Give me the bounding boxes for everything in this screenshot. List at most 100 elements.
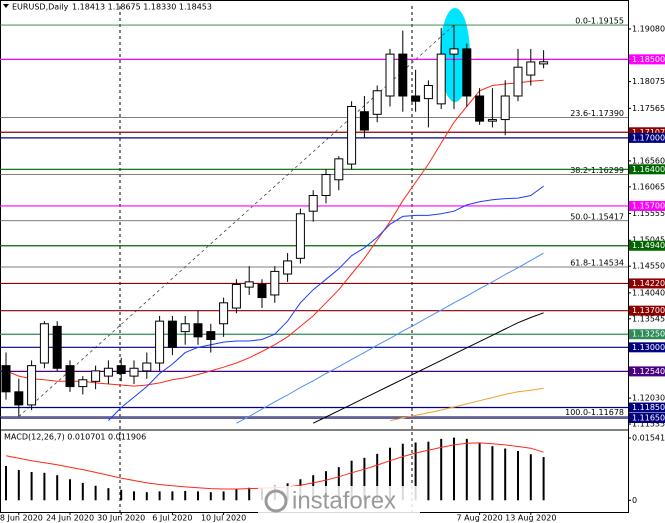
candle-body	[475, 95, 485, 122]
y-tick-label: 1.17565	[632, 104, 665, 113]
level-box	[629, 366, 665, 377]
candle-body	[334, 158, 344, 181]
level-label: 1.14220	[632, 279, 665, 288]
level-label: 1.11850	[632, 403, 665, 412]
candle-body	[167, 320, 177, 348]
macd-bar	[491, 446, 494, 501]
macd-bar	[453, 437, 455, 501]
level-box	[629, 164, 665, 175]
y-tick-label: 1.14550	[632, 262, 665, 271]
candle-body	[347, 105, 357, 165]
candle-body	[257, 283, 267, 299]
fibo-label: 50.0-1.15417	[570, 212, 624, 221]
macd-bar	[427, 441, 430, 501]
level-label: 1.15700	[632, 201, 665, 210]
level-box	[629, 402, 665, 413]
candle-body	[283, 260, 293, 275]
candle-body	[411, 95, 421, 102]
candle-body	[129, 367, 139, 377]
macd-bar	[133, 491, 135, 501]
candle-body	[193, 323, 203, 338]
indicator-line	[108, 185, 544, 421]
candle-body	[385, 53, 395, 97]
macd-bar	[197, 491, 199, 501]
candle-body	[308, 194, 318, 212]
candle-body	[219, 302, 229, 325]
y-tick-label: 1.11535	[632, 420, 665, 429]
macd-bar	[145, 492, 148, 501]
candle-body	[52, 325, 62, 369]
candle-body	[180, 323, 190, 333]
macd-bar	[248, 487, 251, 501]
candle-body	[500, 95, 510, 121]
x-tick-label: 10 Jul 2020	[201, 514, 246, 523]
level-label: 1.16400	[632, 165, 665, 174]
level-box	[629, 329, 665, 340]
macd-bar	[440, 438, 443, 501]
fibo-label: 38.2-1.16299	[570, 166, 624, 175]
ohlc-header: 1.18413 1.18675 1.18330 1.18453	[72, 3, 212, 12]
level-label: 1.17107	[632, 128, 665, 137]
macd-bar	[184, 490, 187, 501]
level-label: 1.13700	[632, 306, 665, 315]
macd-bar	[81, 482, 84, 501]
plot-layer: 0.0-1.19155 23.6-1.17390 38.2-1.16299 50.0-…	[0, 17, 665, 523]
watermark: instaforex	[292, 487, 396, 514]
candle-body	[91, 370, 101, 382]
level-box	[629, 278, 665, 289]
indicator-line	[236, 252, 544, 424]
candle-body	[14, 391, 24, 406]
macd-bar	[389, 447, 391, 501]
candle-body	[513, 66, 523, 97]
macd-bar	[17, 469, 20, 501]
candle-body	[142, 362, 152, 372]
x-tick-label: 6 Jul 2020	[152, 514, 192, 523]
candle-body	[295, 213, 305, 259]
macd-bar	[529, 454, 532, 501]
macd-bar	[171, 491, 174, 501]
level-box	[629, 200, 665, 211]
macd-bar	[363, 457, 366, 501]
macd-bar	[478, 442, 481, 501]
candle-body	[231, 283, 241, 309]
macd-bar	[209, 492, 212, 501]
macd-bar	[401, 443, 404, 501]
y-tick-label: 1.16560	[632, 156, 665, 165]
frame	[0, 0, 629, 513]
level-box	[629, 240, 665, 251]
level-label: 1.13000	[632, 343, 665, 352]
candle-body	[487, 119, 497, 122]
level-label: 1.17000	[632, 133, 665, 142]
candle-body	[1, 365, 11, 393]
candle-body	[103, 367, 113, 377]
macd-bar	[337, 467, 340, 501]
macd-bar	[107, 488, 110, 501]
macd-bar	[56, 475, 59, 501]
candle-body	[27, 365, 37, 406]
macd-bar	[43, 472, 46, 501]
x-tick-label: 18 Jun 2020	[0, 514, 43, 523]
fibo-label: 0.0-1.19155	[575, 17, 624, 26]
candle-body	[462, 48, 472, 97]
y-tick-label: 1.13545	[632, 314, 665, 323]
fibo-label: 23.6-1.17390	[570, 109, 624, 118]
fibo-label: 61.8-1.14534	[570, 259, 624, 268]
level-box	[629, 305, 665, 316]
macd-bar	[542, 457, 545, 501]
y-tick-label: 1.15045	[632, 236, 665, 245]
macd-title: MACD(12,26,7) 0.010701 0.011906	[4, 433, 146, 442]
y-tick-label: 0.015418	[632, 433, 665, 442]
level-box	[629, 132, 665, 143]
level-label: 1.14940	[632, 241, 665, 250]
y-tick-label: 1.12030	[632, 394, 665, 403]
x-tick-label: 13 Aug 2020	[505, 514, 556, 523]
candle-body	[372, 90, 382, 115]
candle-body	[398, 53, 408, 97]
macd-bar	[120, 489, 123, 501]
level-box	[629, 412, 665, 423]
macd-bar	[350, 460, 353, 501]
x-tick-label: 24 Jun 2020	[46, 514, 94, 523]
level-label: 1.18500	[632, 55, 665, 64]
candle-body	[65, 365, 75, 388]
